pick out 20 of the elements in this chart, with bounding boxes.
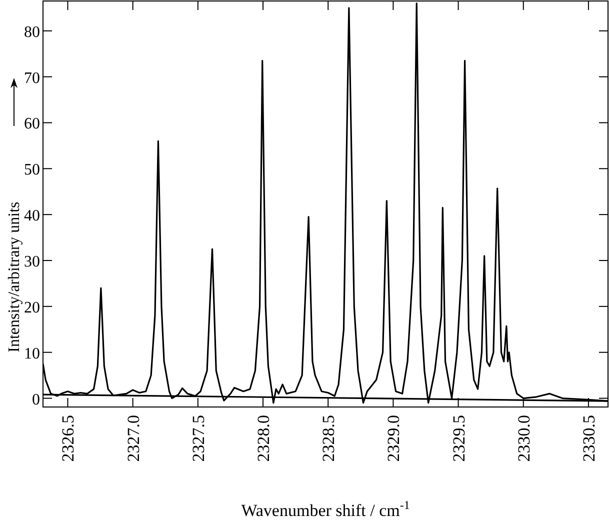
x-axis-title: Wavenumber shift / cm$^{-1}$	[241, 498, 410, 520]
y-tick-label: 0	[32, 391, 40, 408]
y-tick-label: 70	[24, 70, 40, 87]
y-tick-label: 80	[24, 24, 40, 41]
x-tick-label: 2329.0	[384, 415, 404, 462]
x-tick-label: 2327.0	[124, 415, 143, 462]
y-tick-label: 40	[24, 208, 40, 225]
x-tick-label: 2329.5	[449, 415, 468, 462]
x-tick-label: 2327.5	[188, 415, 208, 462]
y-tick-label: 50	[24, 162, 40, 179]
y-axis-title: Intensity/arbitrary units	[6, 202, 23, 352]
x-tick-label: 2326.5	[58, 415, 78, 462]
x-tick-label: 2330.0	[514, 415, 534, 462]
x-tick-label: 2330.5	[579, 415, 598, 462]
y-tick-label: 60	[24, 116, 40, 133]
x-tick-label: 2328.0	[254, 415, 274, 462]
x-tick-label: 2328.5	[319, 415, 338, 462]
y-tick-label: 20	[24, 299, 40, 316]
y-tick-label: 10	[24, 345, 40, 362]
y-tick-label: 30	[24, 253, 40, 270]
